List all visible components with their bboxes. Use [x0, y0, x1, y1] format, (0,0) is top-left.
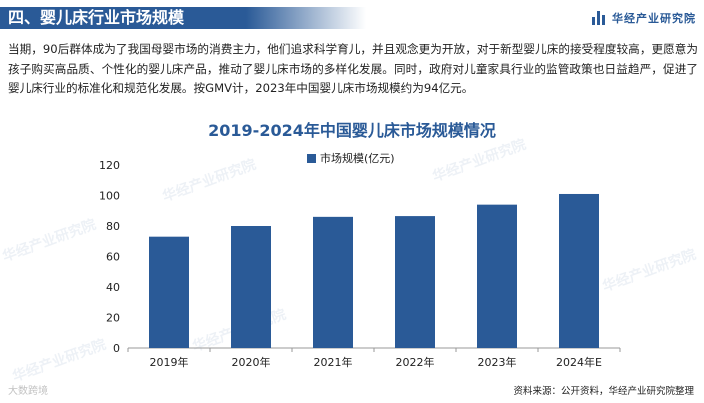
y-tick-label: 60: [106, 251, 120, 264]
legend-swatch: [307, 153, 316, 163]
intro-paragraph: 当期，90后群体成为了我国母婴市场的消费主力，他们追求科学育儿，并且观念更为开放…: [8, 42, 698, 95]
bar: [477, 204, 517, 348]
bar: [231, 226, 271, 348]
x-tick-label: 2022年: [396, 355, 435, 369]
section-title: 四、婴儿床行业市场规模: [8, 8, 185, 27]
x-tick-label: 2019年: [150, 355, 189, 369]
y-tick-label: 0: [113, 342, 120, 355]
legend-label: 市场规模(亿元): [320, 152, 395, 165]
y-tick-label: 20: [106, 312, 120, 325]
bar: [313, 216, 353, 348]
top-bar: 四、婴儿床行业市场规模 华经产业研究院: [0, 0, 704, 34]
y-tick-label: 40: [106, 281, 120, 294]
brand-name: 华经产业研究院: [612, 12, 696, 25]
bar: [395, 216, 435, 348]
x-tick-label: 2021年: [314, 355, 353, 369]
y-tick-label: 100: [99, 190, 120, 203]
brand-logo-icon: [592, 11, 606, 25]
x-tick-label: 2024年E: [556, 355, 602, 369]
corner-watermark: 大数跨境: [8, 386, 48, 397]
y-tick-label: 120: [99, 159, 120, 172]
source-note: 资料来源：公开资料，华经产业研究院整理: [513, 386, 694, 397]
chart-legend: 市场规模(亿元): [307, 150, 395, 166]
bar: [149, 236, 189, 348]
title-band-fade: [246, 7, 366, 29]
bar: [559, 193, 599, 348]
brand: 华经产业研究院: [592, 10, 696, 26]
chart-title: 2019-2024年中国婴儿床市场规模情况: [208, 121, 496, 140]
y-tick-label: 80: [106, 220, 120, 233]
x-tick-label: 2023年: [478, 355, 517, 369]
x-tick-label: 2020年: [232, 355, 271, 369]
title-band: [0, 7, 246, 29]
